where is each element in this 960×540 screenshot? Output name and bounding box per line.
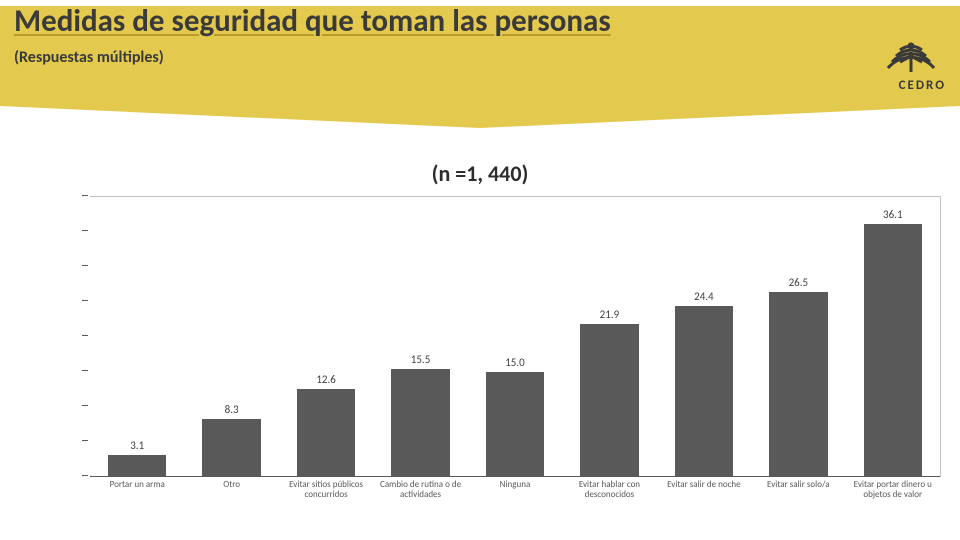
bar-value: 15.5 xyxy=(391,353,450,366)
bar-value: 8.3 xyxy=(202,403,261,416)
bar: 26.5 xyxy=(769,292,828,478)
bar-value: 15.0 xyxy=(486,356,545,369)
x-label: Cambio de rutina o de actividades xyxy=(373,480,467,501)
bar: 15.0 xyxy=(486,372,545,477)
bar: 36.1 xyxy=(864,224,923,477)
bar: 21.9 xyxy=(580,324,639,477)
x-label: Portar un arma xyxy=(90,480,184,490)
x-label: Evitar portar dinero u objetos de valor xyxy=(846,480,940,501)
x-label: Ninguna xyxy=(468,480,562,490)
bar-value: 36.1 xyxy=(864,208,923,221)
bar: 8.3 xyxy=(202,419,261,477)
x-label: Evitar hablar con desconocidos xyxy=(562,480,656,501)
cedro-logo-text: CEDRO xyxy=(899,78,946,93)
bar-value: 26.5 xyxy=(769,276,828,289)
bar: 12.6 xyxy=(297,389,356,477)
x-label: Evitar salir solo/a xyxy=(751,480,845,490)
bar-chart: 3.18.312.615.515.021.924.426.536.1 0.0%5… xyxy=(36,188,944,518)
bar: 15.5 xyxy=(391,369,450,478)
x-label: Evitar salir de noche xyxy=(657,480,751,490)
bar: 24.4 xyxy=(675,306,734,477)
chart-title: (n =1, 440) xyxy=(0,160,960,187)
bar-value: 24.4 xyxy=(675,290,734,303)
bar-value: 3.1 xyxy=(108,439,167,452)
x-label: Evitar sitios públicos concurridos xyxy=(279,480,373,501)
bar-value: 21.9 xyxy=(580,308,639,321)
cedro-logo-icon xyxy=(876,22,946,81)
page-title: Medidas de seguridad que toman las perso… xyxy=(14,2,611,40)
header-chevron xyxy=(0,106,960,128)
bar: 3.1 xyxy=(108,455,167,477)
x-label: Otro xyxy=(184,480,278,490)
bar-value: 12.6 xyxy=(297,373,356,386)
page-subtitle: (Respuestas múltiples) xyxy=(14,48,164,67)
